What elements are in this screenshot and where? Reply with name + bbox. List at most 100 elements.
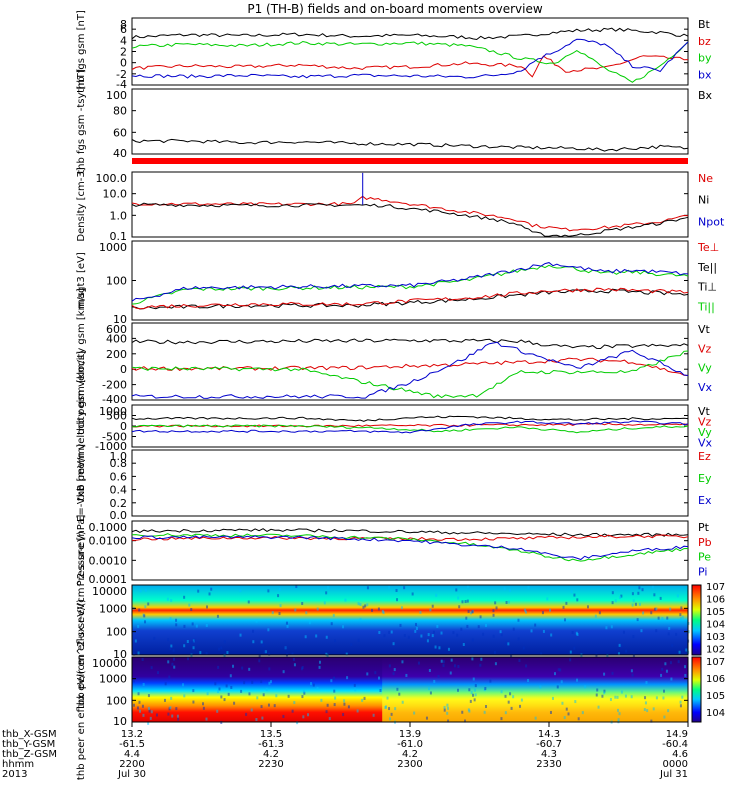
y-tick-label: 1.0 [110, 209, 128, 222]
spectrogram-speck [522, 646, 525, 650]
spectrogram-speck [195, 624, 198, 628]
spectrogram-speck [147, 721, 150, 725]
figure-title: P1 (TH-B) fields and on-board moments ov… [247, 2, 543, 16]
spectrogram-speck [227, 692, 230, 696]
spectrogram-speck [147, 694, 150, 698]
spectrogram-speck [354, 688, 357, 692]
spectrogram-speck [509, 692, 512, 696]
spectrogram-speck [574, 700, 577, 704]
spectrogram-speck [302, 715, 305, 719]
spectrogram-speck [503, 587, 506, 591]
series-line-Pt [131, 528, 689, 537]
spectrogram-speck [217, 665, 220, 669]
spectrogram-speck [232, 664, 235, 668]
spectrogram-speck [620, 594, 623, 598]
spectrogram-speck [282, 670, 285, 674]
spectrogram-speck [492, 613, 495, 617]
spectrogram-speck [539, 685, 542, 689]
spectrogram-speck [182, 683, 185, 687]
spectrogram-speck [205, 623, 208, 627]
series-line-Te⊥ [131, 287, 689, 310]
spectrogram-speck [458, 605, 461, 609]
spectrogram-speck [466, 624, 469, 628]
spectrogram-speck [527, 679, 530, 683]
legend-label: Te|| [697, 261, 717, 274]
y-tick-label: 200 [106, 348, 127, 361]
spectrogram-speck [169, 647, 172, 651]
spectrogram-speck [671, 643, 674, 647]
spectrogram-speck [464, 600, 467, 604]
spectrogram-region [382, 657, 688, 722]
spectrogram-speck [676, 594, 679, 598]
legend-label: Vx [698, 437, 713, 450]
spectrogram-speck [199, 651, 202, 655]
legend-label: Bt [698, 18, 711, 31]
spectrogram-speck [446, 703, 449, 707]
y-tick-label: 4 [120, 34, 127, 47]
spectrogram-speck [507, 700, 510, 704]
spectrogram-speck [446, 711, 449, 715]
spectrogram-speck [248, 692, 251, 696]
spectrogram-speck [550, 633, 553, 637]
spectrogram-speck [603, 689, 606, 693]
spectrogram-speck [663, 689, 666, 693]
spectrogram-speck [655, 696, 658, 700]
spectrogram-speck [138, 608, 141, 612]
spectrogram-speck [392, 642, 395, 646]
spectrogram-speck [679, 700, 682, 704]
spectrogram-speck [429, 608, 432, 612]
spectrogram-speck [252, 629, 255, 633]
colorbar-label: 104 [706, 620, 725, 631]
legend-label: bz [698, 35, 711, 48]
spectrogram-speck [469, 699, 472, 703]
colorbar-label: 106 [706, 595, 725, 606]
colorbar-1 [691, 584, 702, 656]
legend-label: Pi [698, 565, 707, 578]
spectrogram-speck [167, 638, 170, 642]
panel-frame [131, 240, 689, 321]
spectrogram-speck [453, 664, 456, 668]
series-line-Bx [131, 138, 689, 152]
spectrogram-speck [241, 666, 244, 670]
spectrogram-speck [610, 625, 613, 629]
spectrogram-speck [255, 619, 258, 623]
spectrogram-speck [584, 685, 587, 689]
spectrogram-speck [680, 606, 683, 610]
spectrogram-speck [678, 650, 681, 654]
spectrogram-speck [171, 662, 174, 666]
y-tick-label: 10000 [92, 585, 127, 598]
series-line-Ti⊥ [131, 262, 689, 302]
spectrogram-speck [524, 610, 527, 614]
spectrogram-speck [573, 593, 576, 597]
spectrogram-speck [399, 623, 402, 627]
spectrogram-speck [346, 676, 349, 680]
ephemeris-value: 2230 [258, 759, 283, 770]
y-tick-label: 1.0 [110, 450, 128, 463]
legend-label: Ex [698, 494, 712, 507]
legend-label: Ne [698, 172, 713, 185]
y-tick-label: 0.0100 [89, 535, 128, 548]
spectrogram-speck [170, 598, 173, 602]
ephemeris-value: 14.3 [538, 729, 560, 740]
ephemeris-value: -61.5 [119, 739, 145, 750]
spectrogram-speck [269, 680, 272, 684]
spectrogram-speck [465, 616, 468, 620]
spectrogram-speck [357, 602, 360, 606]
panel-frame [131, 520, 689, 581]
spectrogram-speck [645, 681, 648, 685]
spectrogram-speck [663, 715, 666, 719]
spectrogram-speck [357, 638, 360, 642]
spectrogram-speck [343, 699, 346, 703]
ephemeris-value: 4.2 [263, 749, 279, 760]
spectrogram-speck [603, 691, 606, 695]
spectrogram-speck [473, 698, 476, 702]
ephemeris-value: 2200 [119, 759, 144, 770]
spectrogram-speck [153, 636, 156, 640]
y-tick-label: 100 [106, 694, 127, 707]
spectrogram-speck [646, 709, 649, 713]
y-axis-label: thb peim velocity gsm [km/s] [76, 288, 87, 435]
spectrogram-speck [462, 642, 465, 646]
spectrogram-speck [643, 708, 646, 712]
spectrogram-speck [638, 586, 641, 590]
spectrogram-speck [214, 682, 217, 686]
